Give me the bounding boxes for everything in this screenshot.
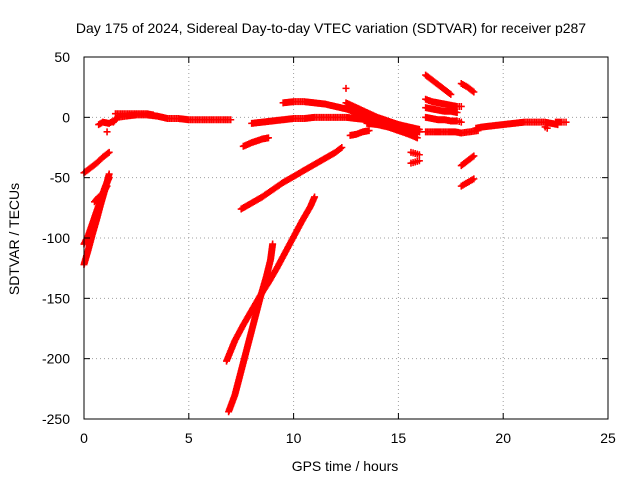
x-tick-label: 0: [80, 430, 88, 446]
series-s23: [422, 104, 461, 117]
series-s31: [552, 118, 570, 126]
data-point-plus: [407, 157, 423, 167]
series-s30: [541, 123, 551, 132]
x-axis-title: GPS time / hours: [292, 458, 399, 474]
data-point-plus: [346, 127, 373, 139]
series-s12: [239, 134, 272, 150]
y-tick-label: -200: [42, 351, 70, 367]
data-point-plus: [342, 99, 423, 136]
data-point-plus: [111, 110, 157, 119]
series-s15: [342, 99, 423, 136]
x-tick-label: 5: [185, 430, 193, 446]
data-point-plus: [237, 144, 346, 213]
data-point-plus: [422, 113, 465, 126]
data-points: [80, 71, 570, 416]
series-s9: [223, 193, 319, 365]
data-point-plus: [457, 152, 478, 170]
series-s19: [407, 148, 423, 159]
series-s28: [457, 175, 478, 190]
y-tick-label: 0: [62, 109, 70, 125]
data-point-plus: [342, 84, 350, 92]
data-point-plus: [103, 128, 111, 136]
series-s8: [111, 110, 157, 119]
series-s22: [422, 95, 465, 110]
series-s18: [363, 119, 421, 142]
x-tick-label: 15: [391, 430, 407, 446]
series-s21: [422, 71, 455, 98]
data-point-plus: [422, 104, 461, 117]
series-s4: [90, 182, 111, 206]
axis-ticks: 0 5 10 15 20 25 -250 -200 -150 -100 -50 0 50: [42, 49, 616, 446]
series-s16: [342, 84, 350, 92]
x-tick-label: 10: [286, 430, 302, 446]
x-tick-label: 25: [600, 430, 616, 446]
y-tick-label: -150: [42, 290, 70, 306]
data-point-plus: [422, 95, 465, 110]
data-point-plus: [422, 127, 482, 137]
y-tick-label: -250: [42, 411, 70, 427]
data-point-plus: [80, 148, 113, 177]
series-s29: [472, 118, 562, 132]
series-s26: [457, 80, 478, 96]
y-axis-title: SDTVAR / TECUs: [6, 183, 22, 295]
series-s6: [103, 128, 111, 136]
data-point-plus: [472, 118, 562, 132]
x-tick-label: 20: [495, 430, 511, 446]
data-point-plus: [90, 182, 111, 206]
series-s17: [346, 127, 373, 139]
data-point-plus: [552, 118, 570, 126]
data-point-plus: [422, 71, 455, 98]
data-point-plus: [407, 148, 423, 159]
data-point-plus: [457, 80, 478, 96]
series-s11: [237, 144, 346, 213]
y-tick-label: -100: [42, 230, 70, 246]
series-s25: [422, 127, 482, 137]
series-s10: [225, 240, 277, 416]
series-s24: [422, 113, 465, 126]
chart-title: Day 175 of 2024, Sidereal Day-to-day VTE…: [76, 20, 586, 36]
series-s1: [80, 148, 113, 177]
series-s27: [457, 152, 478, 170]
y-tick-label: -50: [50, 170, 70, 186]
data-point-plus: [239, 134, 272, 150]
data-point-plus: [541, 123, 551, 132]
data-point-plus: [457, 175, 478, 190]
data-point-plus: [225, 240, 277, 416]
data-point-plus: [223, 193, 319, 365]
y-tick-label: 50: [54, 49, 70, 65]
series-s20: [407, 157, 423, 167]
data-point-plus: [363, 119, 421, 142]
